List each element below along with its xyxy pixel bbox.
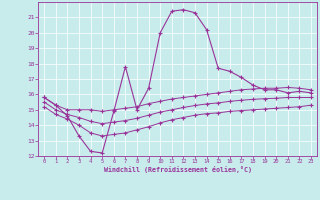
X-axis label: Windchill (Refroidissement éolien,°C): Windchill (Refroidissement éolien,°C): [104, 166, 252, 173]
